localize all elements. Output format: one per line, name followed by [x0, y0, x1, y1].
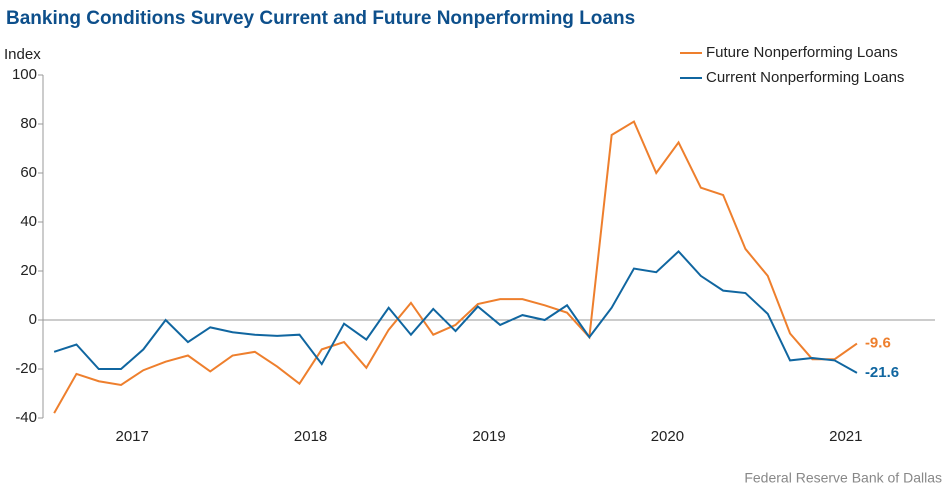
source: Federal Reserve Bank of Dallas — [744, 470, 942, 486]
x-tick-label: 2019 — [472, 428, 505, 445]
x-tick-label: 2018 — [294, 428, 327, 445]
y-tick-label: -20 — [15, 360, 37, 377]
chart-title: Banking Conditions Survey Current and Fu… — [6, 8, 635, 29]
y-axis-label: Index — [4, 46, 41, 63]
end-value-label: -9.6 — [865, 334, 891, 351]
x-tick-label: 2020 — [651, 428, 684, 445]
x-tick-label: 2021 — [829, 428, 862, 445]
y-tick-label: 20 — [20, 262, 37, 279]
legend-label: Current Nonperforming Loans — [706, 69, 904, 86]
end-value-label: -21.6 — [865, 364, 899, 381]
y-tick-label: -40 — [15, 409, 37, 426]
y-tick-label: 40 — [20, 213, 37, 230]
line-series — [53, 249, 858, 374]
x-tick-label: 2017 — [116, 428, 149, 445]
y-tick-label: 100 — [12, 66, 37, 83]
y-tick-label: 0 — [29, 311, 37, 328]
line-series — [53, 120, 858, 414]
y-tick-label: 80 — [20, 115, 37, 132]
legend-label: Future Nonperforming Loans — [706, 44, 898, 61]
y-tick-label: 60 — [20, 164, 37, 181]
